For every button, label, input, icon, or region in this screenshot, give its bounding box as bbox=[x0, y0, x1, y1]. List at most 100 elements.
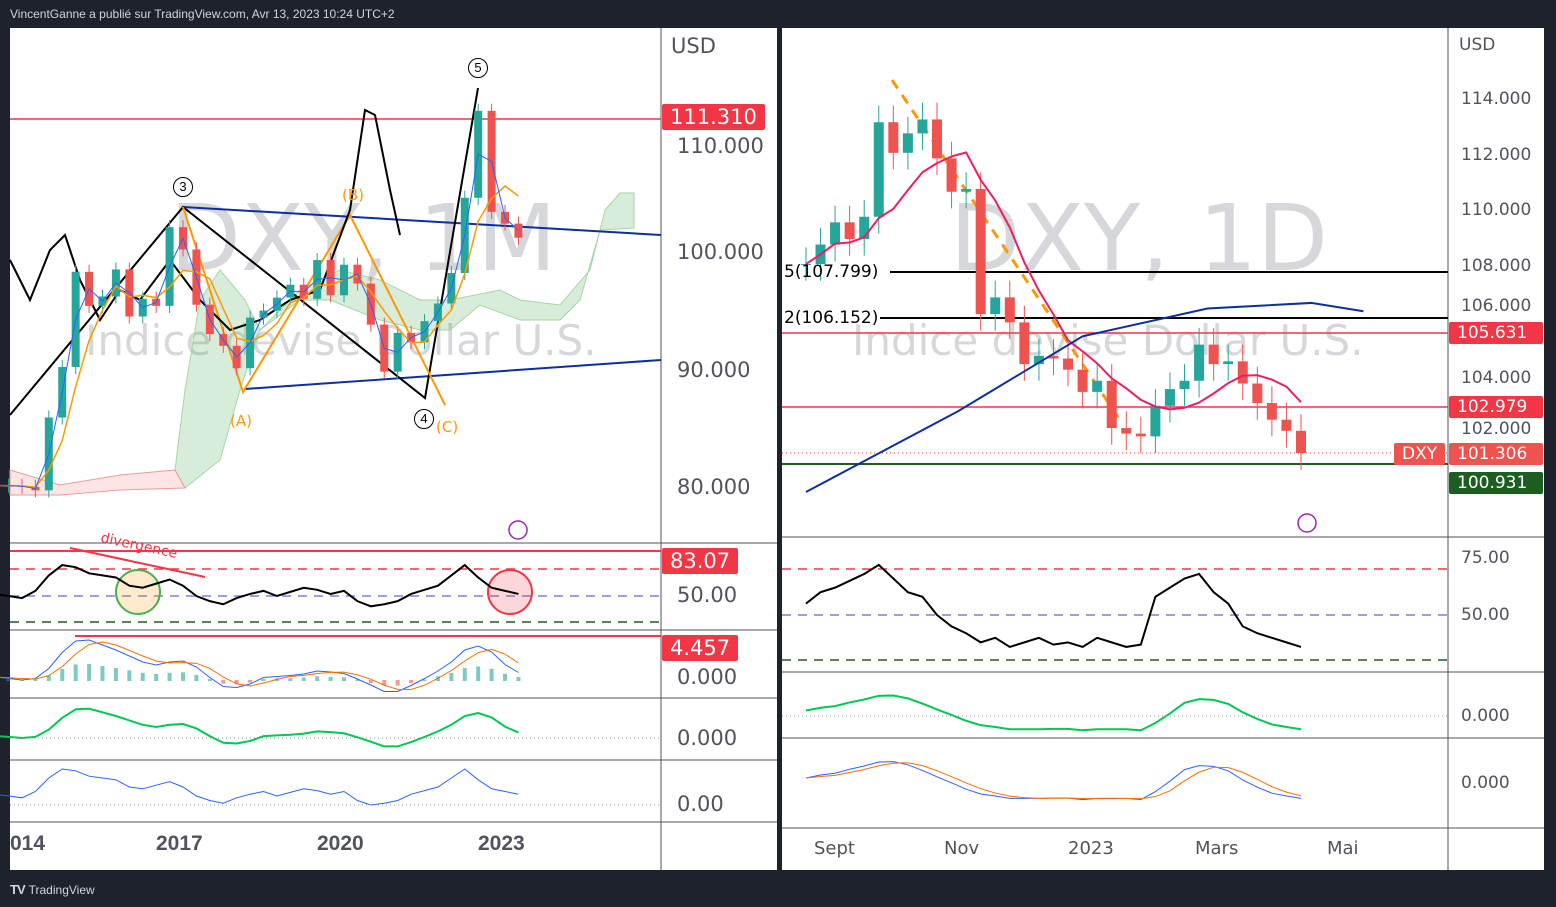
right-candle bbox=[1223, 361, 1234, 365]
right-candle bbox=[946, 158, 957, 192]
left-macd-histogram-bar bbox=[368, 680, 373, 683]
left-macd-histogram-bar bbox=[140, 672, 145, 681]
right-candle bbox=[1296, 430, 1306, 454]
left-macd-histogram-bar bbox=[234, 680, 239, 684]
right-candle bbox=[888, 122, 899, 153]
right-x-tick: Nov bbox=[944, 838, 980, 859]
tradingview-brand[interactable]: TV TradingView bbox=[10, 882, 95, 897]
right-hlines bbox=[782, 271, 1448, 465]
right-candle bbox=[859, 216, 870, 239]
left-alert-icon[interactable] bbox=[508, 520, 528, 540]
right-candle bbox=[1179, 380, 1190, 390]
left-macd-histogram-bar bbox=[181, 672, 185, 681]
right-candles bbox=[800, 102, 1306, 470]
right-candle bbox=[990, 297, 1001, 315]
left-macd-histogram-bar bbox=[435, 676, 440, 681]
left-macd-histogram-bar bbox=[476, 666, 481, 681]
right-tick: 108.000 bbox=[1461, 256, 1532, 276]
right-signal-line bbox=[805, 762, 1302, 800]
left-macd-histogram-bar bbox=[261, 679, 266, 681]
wave-4-label: 4 bbox=[414, 409, 434, 429]
publish-credit: VincentGanne a publié sur TradingView.co… bbox=[10, 7, 395, 21]
indicator-lines bbox=[0, 151, 1364, 806]
right-candle bbox=[961, 188, 972, 192]
left-macd-histogram-bar bbox=[516, 677, 521, 681]
right-candle bbox=[1237, 361, 1248, 384]
left-macd-histogram-bar bbox=[503, 673, 508, 681]
right-momentum-line bbox=[805, 694, 1302, 732]
left-rsi-tick: 50.00 bbox=[677, 583, 738, 607]
right-candle bbox=[917, 119, 928, 134]
right-candle bbox=[1063, 358, 1074, 370]
right-candle bbox=[1048, 355, 1059, 359]
right-candle bbox=[1150, 405, 1161, 437]
right-candle bbox=[1281, 419, 1292, 431]
right-candle bbox=[1266, 403, 1277, 420]
right-macd-tick: 0.000 bbox=[1461, 773, 1510, 793]
fib-label-1: 5(107.799) bbox=[784, 262, 879, 282]
right-last-price-tag: 101.306 bbox=[1449, 443, 1543, 465]
right-symbol-tag: DXY bbox=[1394, 443, 1446, 465]
left-x-tick: 2023 bbox=[478, 832, 525, 855]
left-macd-histogram-bar bbox=[409, 680, 414, 684]
left-macd-tag: 4.457 bbox=[662, 635, 739, 661]
right-r1-tag: 105.631 bbox=[1449, 322, 1543, 344]
left-macd-histogram-bar bbox=[154, 674, 159, 681]
right-candle bbox=[1208, 344, 1219, 365]
right-alert-icon[interactable] bbox=[1297, 513, 1317, 533]
left-volatility-line bbox=[0, 768, 519, 806]
left-macd-histogram-bar bbox=[395, 680, 400, 686]
left-chart-panel[interactable] bbox=[10, 28, 777, 870]
left-watermark-name: Indice devise Dollar U.S. bbox=[85, 316, 597, 365]
right-candle bbox=[1164, 389, 1175, 406]
left-macd-histogram-bar bbox=[6, 679, 11, 681]
left-tick-100: 100.000 bbox=[677, 240, 764, 264]
tradingview-logo: TV bbox=[10, 882, 26, 897]
downtrend-dashed bbox=[890, 79, 1122, 421]
wave-b-label: (B) bbox=[342, 186, 364, 204]
right-candle bbox=[975, 188, 986, 315]
right-x-tick: Mars bbox=[1195, 838, 1239, 859]
wave-3-label: 3 bbox=[173, 177, 193, 197]
wave-a-label: (A) bbox=[230, 412, 252, 430]
right-tick: 112.000 bbox=[1461, 145, 1532, 165]
left-rsi-tag: 83.07 bbox=[662, 548, 739, 574]
left-macd-histogram-bar bbox=[100, 666, 105, 681]
brand-name: TradingView bbox=[28, 882, 95, 897]
left-macd-histogram-bar bbox=[46, 675, 51, 681]
left-ma-blue bbox=[0, 153, 519, 490]
right-candle bbox=[1194, 344, 1205, 381]
right-x-tick: 2023 bbox=[1068, 838, 1114, 859]
fib-label-2: 2(106.152) bbox=[784, 308, 879, 328]
left-rsi-line bbox=[0, 563, 519, 608]
rsi-guides bbox=[10, 568, 1448, 661]
left-macd-histogram-bar bbox=[328, 676, 333, 681]
right-candle bbox=[1252, 383, 1263, 404]
left-macd-histogram-bar bbox=[113, 668, 118, 681]
left-macd-histogram-bar bbox=[315, 676, 320, 681]
right-ma-200 bbox=[805, 301, 1364, 493]
right-candle bbox=[800, 264, 811, 266]
right-candle bbox=[1135, 433, 1146, 437]
left-resistance-tag: 111.310 bbox=[662, 104, 765, 130]
left-x-tick: 014 bbox=[10, 832, 46, 855]
zero-lines bbox=[10, 715, 1448, 806]
right-tick: 104.000 bbox=[1461, 368, 1532, 388]
left-tick-80: 80.000 bbox=[677, 475, 751, 499]
right-candle bbox=[1121, 428, 1132, 434]
left-macd-histogram-bar bbox=[127, 670, 132, 681]
left-macd-histogram-bar bbox=[194, 674, 199, 681]
wave-5-label: 5 bbox=[468, 58, 488, 78]
right-candle bbox=[1077, 369, 1088, 392]
right-mom-tick: 0.000 bbox=[1461, 706, 1510, 726]
left-macd-histogram-bar bbox=[33, 679, 38, 681]
right-rsi-tick: 50.00 bbox=[1461, 605, 1510, 625]
right-tick: 106.000 bbox=[1461, 296, 1532, 316]
right-rsi-tick: 75.00 bbox=[1461, 548, 1510, 568]
left-ma-orange bbox=[0, 185, 519, 488]
lower-triangle-line bbox=[244, 359, 662, 390]
right-support-tag: 100.931 bbox=[1449, 472, 1543, 494]
left-macd-histogram-bar bbox=[288, 678, 293, 681]
left-macd-histogram-bar bbox=[462, 668, 467, 681]
